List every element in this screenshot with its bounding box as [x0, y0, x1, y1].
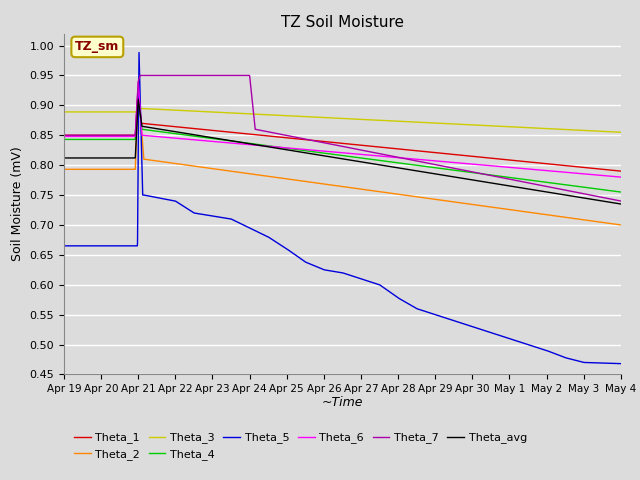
- Theta_4: [60, 136, 68, 142]
- Theta_7: [274, 131, 282, 137]
- Theta_2: [617, 222, 625, 228]
- Theta_7: [606, 196, 614, 202]
- Theta_3: [546, 126, 554, 132]
- Theta_5: [606, 360, 614, 366]
- Theta_6: [546, 168, 554, 174]
- Theta_1: [298, 136, 306, 142]
- Theta_3: [60, 109, 68, 115]
- Theta_6: [274, 144, 282, 150]
- Theta_2: [60, 167, 68, 172]
- Theta_3: [274, 112, 282, 118]
- Theta_4: [124, 136, 131, 142]
- Line: Theta_4: Theta_4: [64, 99, 621, 192]
- Theta_avg: [298, 149, 306, 155]
- Theta_7: [298, 135, 306, 141]
- Theta_6: [60, 133, 68, 139]
- Y-axis label: Soil Moisture (mV): Soil Moisture (mV): [11, 146, 24, 262]
- Line: Theta_5: Theta_5: [64, 52, 621, 364]
- Theta_avg: [134, 96, 142, 102]
- Theta_4: [298, 147, 306, 153]
- Theta_3: [157, 107, 164, 112]
- Theta_5: [546, 349, 554, 355]
- Theta_7: [617, 198, 625, 204]
- Theta_3: [617, 130, 625, 135]
- Theta_3: [124, 109, 131, 115]
- Text: TZ_sm: TZ_sm: [75, 40, 120, 53]
- Theta_3: [606, 129, 614, 134]
- Theta_avg: [157, 126, 164, 132]
- Theta_5: [157, 195, 164, 201]
- Theta_1: [60, 132, 68, 138]
- Line: Theta_6: Theta_6: [64, 82, 621, 177]
- Theta_1: [617, 168, 625, 174]
- Theta_2: [546, 212, 554, 218]
- Legend: Theta_1, Theta_2, Theta_3, Theta_4, Theta_5, Theta_6, Theta_7, Theta_avg: Theta_1, Theta_2, Theta_3, Theta_4, Thet…: [70, 428, 531, 464]
- Theta_5: [124, 243, 131, 249]
- Theta_7: [124, 132, 131, 138]
- Theta_avg: [124, 155, 131, 161]
- Theta_7: [546, 184, 554, 190]
- Theta_5: [135, 49, 143, 55]
- X-axis label: ~Time: ~Time: [322, 396, 363, 408]
- Theta_2: [124, 167, 131, 172]
- Theta_5: [298, 257, 306, 263]
- Theta_3: [298, 114, 306, 120]
- Theta_5: [274, 240, 282, 246]
- Theta_1: [606, 167, 614, 173]
- Theta_avg: [60, 155, 68, 161]
- Theta_2: [134, 85, 142, 91]
- Theta_4: [134, 96, 142, 102]
- Theta_7: [157, 72, 164, 78]
- Line: Theta_7: Theta_7: [64, 75, 621, 201]
- Title: TZ Soil Moisture: TZ Soil Moisture: [281, 15, 404, 30]
- Theta_2: [606, 221, 614, 227]
- Theta_6: [124, 133, 131, 139]
- Line: Theta_avg: Theta_avg: [64, 99, 621, 204]
- Theta_2: [298, 178, 306, 184]
- Theta_avg: [274, 145, 282, 151]
- Line: Theta_2: Theta_2: [64, 88, 621, 225]
- Theta_1: [546, 161, 554, 167]
- Theta_6: [298, 146, 306, 152]
- Theta_1: [157, 122, 164, 128]
- Theta_7: [60, 132, 68, 138]
- Theta_5: [617, 361, 625, 367]
- Theta_6: [157, 134, 164, 140]
- Theta_2: [157, 158, 164, 164]
- Theta_4: [617, 189, 625, 195]
- Theta_7: [136, 72, 144, 78]
- Theta_4: [546, 180, 554, 186]
- Theta_4: [274, 144, 282, 150]
- Line: Theta_1: Theta_1: [64, 88, 621, 171]
- Theta_avg: [546, 190, 554, 195]
- Theta_5: [60, 243, 68, 249]
- Theta_2: [274, 175, 282, 180]
- Theta_avg: [606, 199, 614, 205]
- Theta_4: [157, 129, 164, 134]
- Theta_6: [617, 174, 625, 180]
- Theta_1: [274, 134, 282, 140]
- Theta_1: [134, 85, 142, 91]
- Line: Theta_3: Theta_3: [64, 108, 621, 132]
- Theta_6: [606, 173, 614, 179]
- Theta_1: [124, 132, 131, 138]
- Theta_6: [134, 79, 142, 84]
- Theta_avg: [617, 201, 625, 207]
- Theta_3: [134, 106, 142, 111]
- Theta_4: [606, 188, 614, 193]
